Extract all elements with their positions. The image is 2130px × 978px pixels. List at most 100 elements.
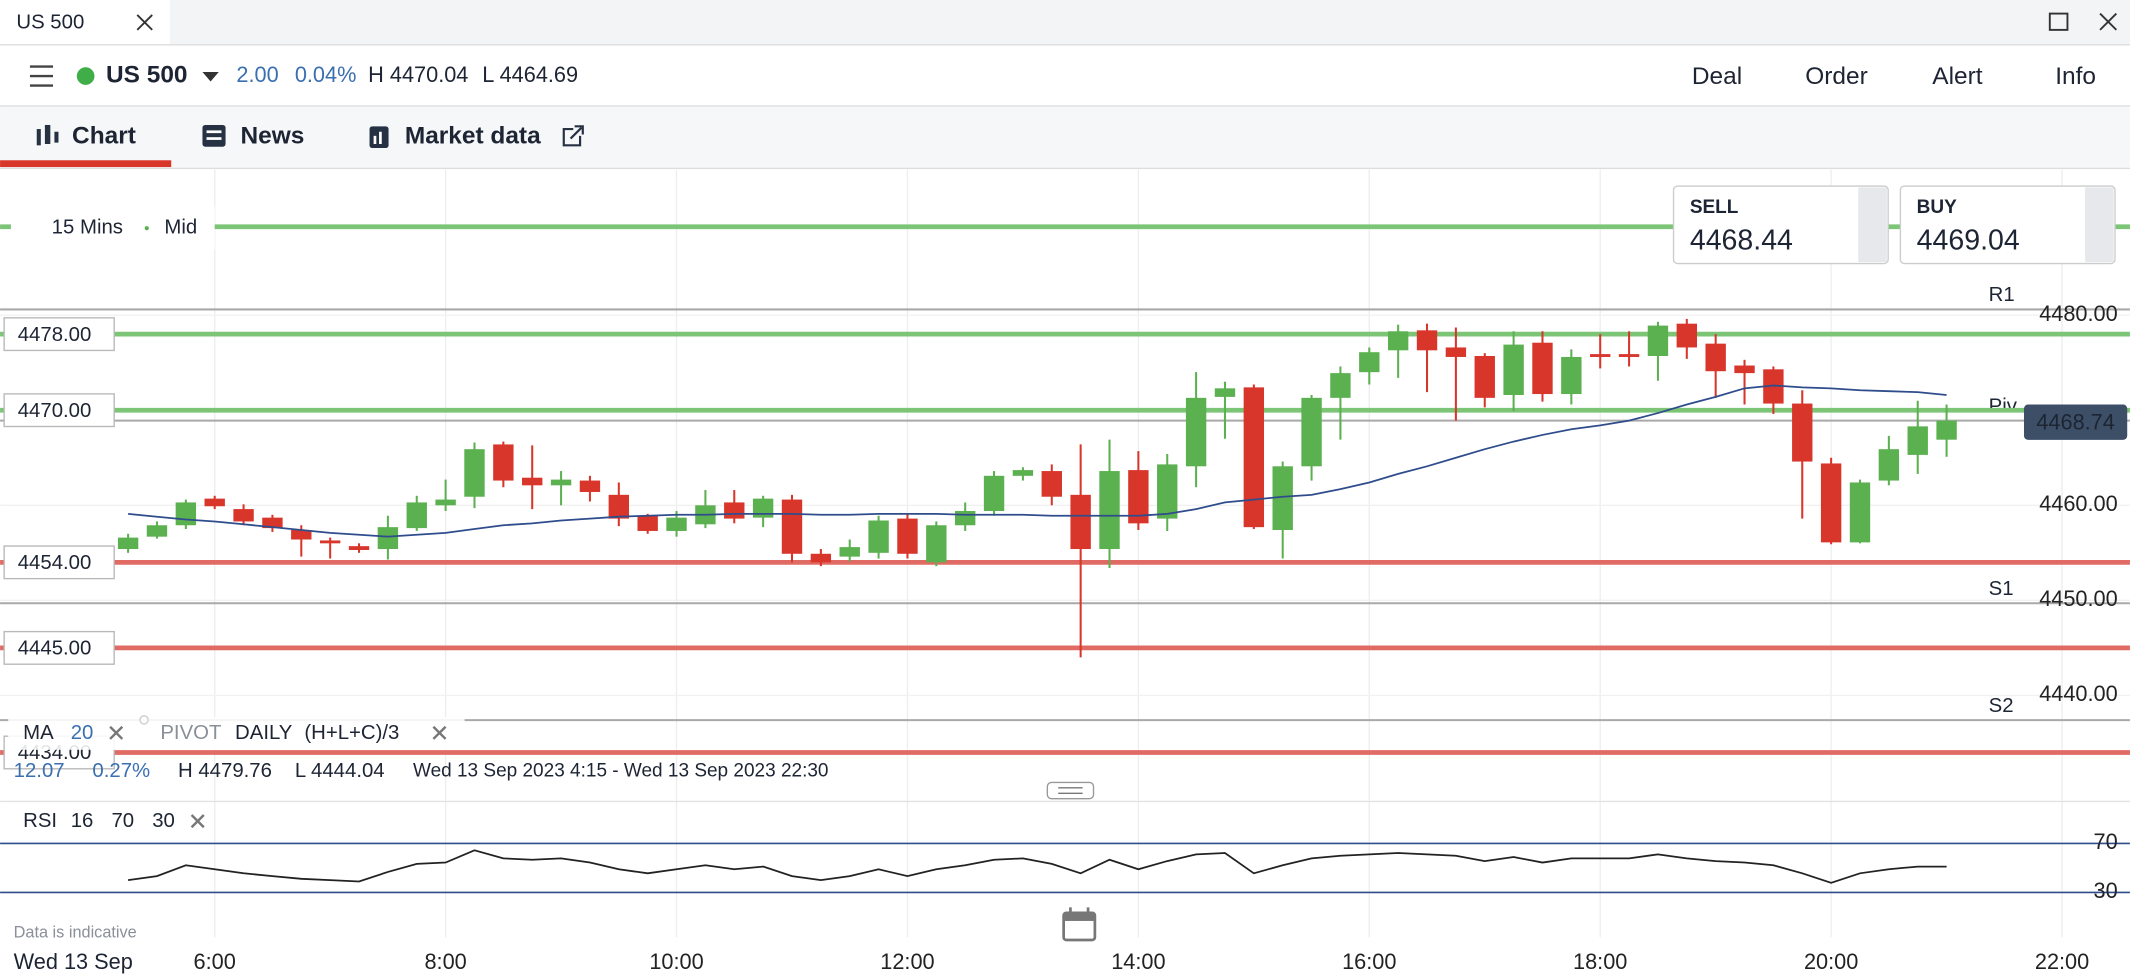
sell-label: SELL xyxy=(1690,197,1739,218)
candle-body xyxy=(1041,471,1062,497)
candle-body xyxy=(1561,356,1582,395)
last-price-tag xyxy=(2023,404,2128,440)
x-tick-label: 18:00 xyxy=(1573,949,1627,974)
instrument[interactable]: US 500 xyxy=(106,62,188,89)
price-line-label: 4470.00 xyxy=(18,400,92,422)
candle-body xyxy=(752,498,774,518)
menu-icon[interactable] xyxy=(29,65,54,87)
tab[interactable]: News xyxy=(240,123,304,150)
candle-body xyxy=(954,510,976,526)
stat-range: Wed 13 Sep 2023 4:15 - Wed 13 Sep 2023 2… xyxy=(413,761,829,782)
candle-body xyxy=(1214,388,1236,397)
price-line-label: 4454.00 xyxy=(18,552,92,574)
candle-body xyxy=(897,518,918,554)
news-icon xyxy=(202,124,226,147)
candle-body xyxy=(1157,464,1178,519)
candle-body xyxy=(1792,403,1813,462)
panel-splitter[interactable] xyxy=(1046,781,1095,800)
low: L 4464.69 xyxy=(482,62,578,87)
ma-line xyxy=(128,384,1947,538)
active-tab-indicator xyxy=(0,160,172,168)
pivot-label: Piv xyxy=(1989,395,2018,417)
maximize[interactable] xyxy=(2048,12,2069,31)
tab[interactable]: Chart xyxy=(72,123,136,150)
remove-rsi[interactable] xyxy=(190,814,205,829)
stat-high: H 4479.76 xyxy=(178,760,272,782)
chart-icon xyxy=(36,124,59,146)
candle-body xyxy=(839,547,860,557)
candle-body xyxy=(1359,352,1380,373)
candle-body xyxy=(1301,397,1322,467)
x-tick-label: 10:00 xyxy=(649,949,703,974)
candle-body xyxy=(522,477,543,486)
action[interactable]: Order xyxy=(1805,63,1867,90)
candle-body xyxy=(1590,354,1611,357)
candle-body xyxy=(1387,331,1409,351)
candle-body xyxy=(1272,466,1293,531)
sell-button[interactable]: SELL 4468.44 xyxy=(1672,185,1889,265)
candle-body xyxy=(579,480,601,492)
candle-body xyxy=(926,525,947,563)
candle-body xyxy=(1676,323,1697,348)
pivot-label: S2 xyxy=(1989,695,2014,717)
candle-body xyxy=(1734,365,1755,374)
x-tick-label: 14:00 xyxy=(1111,949,1165,974)
candle-body xyxy=(117,537,139,550)
tab-close[interactable] xyxy=(136,14,153,31)
candle-body xyxy=(1330,373,1351,398)
candle-body xyxy=(319,540,341,544)
tab[interactable]: Market data xyxy=(405,123,541,150)
action[interactable]: Info xyxy=(2055,63,2096,90)
indicator-legend xyxy=(8,717,465,750)
candle-body xyxy=(608,494,629,519)
window-tab[interactable] xyxy=(0,0,170,45)
remove-ma[interactable] xyxy=(109,725,124,740)
candle-body xyxy=(204,498,225,507)
action[interactable]: Deal xyxy=(1692,63,1742,90)
candle-body xyxy=(781,499,803,554)
action[interactable]: Alert xyxy=(1932,63,1982,90)
calendar-icon[interactable] xyxy=(1062,907,1097,942)
pivot-name: PIVOT xyxy=(160,722,221,744)
x-tick-label: 22:00 xyxy=(2035,949,2089,974)
candle-body xyxy=(637,515,658,531)
interval[interactable]: 15 Mins xyxy=(52,217,123,239)
candle-body xyxy=(1647,325,1669,357)
candle-body xyxy=(1503,344,1524,395)
candle-body xyxy=(810,553,832,563)
tab-row xyxy=(0,105,2130,169)
candle-body xyxy=(1445,347,1467,357)
candle-body xyxy=(377,527,399,550)
price-type[interactable]: Mid xyxy=(164,217,197,239)
candle-body xyxy=(291,530,312,540)
separator-dot xyxy=(144,226,149,231)
candle-body xyxy=(1070,494,1091,550)
price-line-box xyxy=(3,630,115,665)
rsi-upper: 70 xyxy=(111,810,134,832)
x-tick-label: 6:00 xyxy=(194,949,236,974)
stat-low: L 4444.04 xyxy=(295,760,385,782)
candle-body xyxy=(1012,470,1034,476)
candle-body xyxy=(1416,330,1438,351)
pivot-period: DAILY xyxy=(235,722,293,744)
market-icon xyxy=(369,126,389,149)
note: Data is indicative xyxy=(14,923,137,941)
pivot-formula: (H+L+C)/3 xyxy=(304,722,399,744)
candle-body xyxy=(493,444,514,481)
interval-box[interactable] xyxy=(10,206,215,250)
ma-period: 20 xyxy=(71,722,94,744)
stat-change: 12.07 xyxy=(14,760,65,782)
dropdown[interactable] xyxy=(202,71,219,82)
rsi-lower: 30 xyxy=(152,810,175,832)
close-window[interactable] xyxy=(2099,12,2118,31)
remove-pivot[interactable] xyxy=(432,725,447,740)
buy-button[interactable]: BUY 4469.04 xyxy=(1899,185,2116,265)
candle-body xyxy=(1763,369,1784,404)
candle-body xyxy=(464,449,485,497)
candle-body xyxy=(1243,387,1265,528)
candle-body xyxy=(1936,420,1957,440)
candle-body xyxy=(868,520,889,553)
overlay: 6:00 8:00 10:00 12:00 14:00 16:00 18:00 20:00 22… xyxy=(194,301,2128,974)
x-tick-label: 12:00 xyxy=(880,949,934,974)
candle-body xyxy=(1532,342,1553,395)
